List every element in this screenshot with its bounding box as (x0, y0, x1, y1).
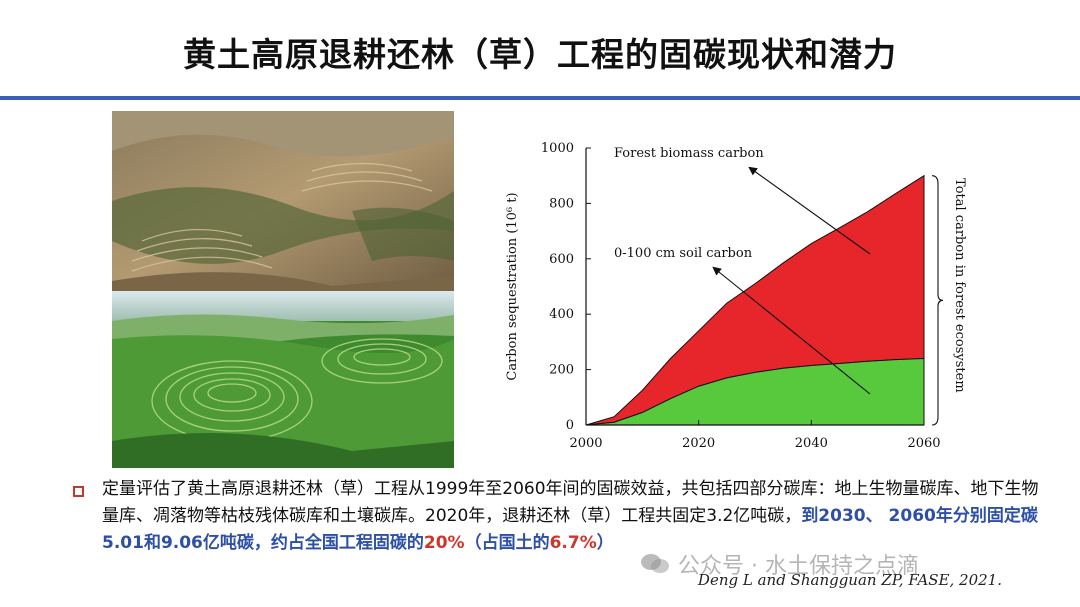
forest-arrow (748, 166, 871, 255)
wechat-icon (641, 554, 669, 573)
summary-highlight-2: （占国土的 (464, 533, 550, 553)
summary-highlight: 到2030、 2060年分别固定碳5.01和9.06亿吨碳，约占全国工程固碳的 (102, 506, 1038, 553)
watermark: 公众号 · 水土保持之点滴 (640, 546, 1060, 582)
total-carbon-label: Total carbon in forest ecosystem (952, 178, 967, 393)
watermark-text: 公众号 · 水土保持之点滴 (678, 554, 919, 579)
y-tick-label: 0 (566, 418, 574, 433)
page-title: 黄土高原退耕还林（草）工程的固碳现状和潜力 (183, 35, 897, 74)
y-tick-label: 400 (549, 307, 574, 322)
x-tick-label: 2020 (682, 436, 715, 451)
terraced-hills-dry-photo (112, 111, 454, 291)
y-tick-label: 1000 (541, 141, 574, 156)
y-tick-label: 200 (549, 363, 574, 378)
percent-land: 6.7% (549, 533, 597, 553)
terraced-hills-green-photo (112, 291, 454, 468)
summary-close: ） (596, 533, 614, 553)
summary-text: 定量评估了黄土高原退耕还林（草）工程从1999年至2060年间的固碳效益，共包括… (102, 479, 1039, 526)
y-tick-label: 600 (549, 252, 574, 267)
bullet-square-icon (73, 486, 84, 497)
soil-annotation: 0-100 cm soil carbon (614, 246, 753, 261)
y-axis-label: Carbon sequestration (10⁶ t) (505, 192, 520, 380)
forest-annotation: Forest biomass carbon (614, 146, 764, 161)
x-tick-label: 2000 (569, 436, 602, 451)
x-tick-label: 2040 (795, 436, 828, 451)
y-tick-label: 800 (549, 196, 574, 211)
title-divider (0, 96, 1080, 100)
percent-national: 20% (423, 533, 465, 553)
x-tick-label: 2060 (907, 436, 940, 451)
summary-paragraph: 定量评估了黄土高原退耕还林（草）工程从1999年至2060年间的固碳效益，共包括… (102, 476, 1042, 557)
soil-carbon-area (585, 357, 925, 426)
soil-arrow (712, 266, 871, 395)
total-brace (931, 175, 944, 426)
carbon-sequestration-chart: 0 200 400 600 800 1000 2000 2020 2040 2060 Carbon … (492, 128, 982, 468)
citation: Deng L and Shangguan ZP, FASE, 2021. (697, 571, 1002, 589)
